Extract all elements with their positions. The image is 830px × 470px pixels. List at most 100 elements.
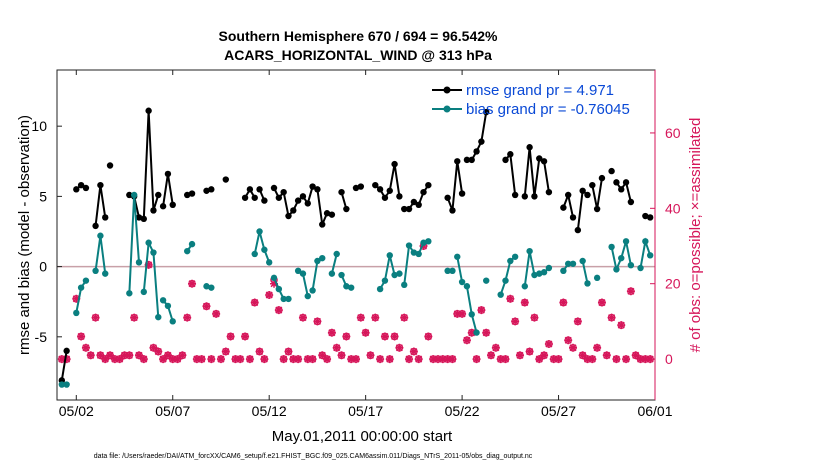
bias-point <box>627 261 635 269</box>
rmse-point <box>545 188 553 196</box>
bias-point <box>169 318 176 325</box>
bias-line-segment <box>142 239 160 318</box>
obs-assimilated-point <box>491 343 500 352</box>
obs-assimilated-point <box>443 355 452 364</box>
bias-point <box>270 274 278 282</box>
rmse-point <box>454 158 461 165</box>
bias-point <box>77 284 85 291</box>
bias-point <box>405 242 413 249</box>
obs-assimilated-point <box>424 332 433 341</box>
rmse-point <box>401 205 408 213</box>
obs-assimilated-point <box>207 355 216 364</box>
rmse-point <box>314 186 321 193</box>
rmse-point <box>526 144 533 151</box>
rmse-point <box>261 197 268 204</box>
obs-assimilated-point <box>260 355 269 364</box>
obs-assimilated-point <box>241 332 250 341</box>
bias-point <box>294 267 302 275</box>
bias-point <box>564 260 572 267</box>
bias-point <box>483 277 490 284</box>
obs-assimilated-point <box>342 332 351 341</box>
rmse-point <box>343 205 350 213</box>
bias-point <box>338 271 345 279</box>
rmse-point <box>280 188 287 196</box>
x-tick-label: 05/17 <box>348 403 383 419</box>
obs-assimilated-point <box>487 351 496 360</box>
rmse-point <box>241 194 249 201</box>
bias-point <box>265 259 273 266</box>
bias-point <box>275 285 283 293</box>
bias-point <box>608 243 615 251</box>
chart-title: Southern Hemisphere 670 / 694 = 96.542% <box>219 28 499 44</box>
obs-assimilated-point <box>419 242 428 251</box>
obs-assimilated-point <box>101 355 110 364</box>
bias-point <box>502 277 509 284</box>
y-tick-label: -5 <box>35 329 48 345</box>
rmse-point <box>328 211 336 218</box>
obs-assimilated-point <box>641 355 650 364</box>
rmse-point <box>323 210 331 217</box>
obs-assimilated-point <box>477 306 486 315</box>
bias-point <box>328 270 336 277</box>
rmse-point <box>396 193 403 200</box>
obs-assimilated-point <box>617 321 626 330</box>
rmse-point <box>208 186 215 193</box>
bias-point <box>140 288 148 296</box>
bias-point <box>637 264 644 272</box>
rmse-point <box>386 187 393 194</box>
obs-assimilated-point <box>236 355 245 364</box>
obs-assimilated-point <box>265 291 274 299</box>
obs-assimilated-point <box>173 355 182 364</box>
bias-line-segment <box>499 256 516 296</box>
obs-assimilated-point <box>626 287 635 296</box>
obs-assimilated-point <box>318 351 327 360</box>
rmse-point <box>159 203 167 210</box>
obs-assimilated-point <box>549 355 558 364</box>
legend-bias-label: bias grand pr = -0.76045 <box>466 101 630 118</box>
obs-assimilated-point <box>163 351 172 360</box>
rmse-point <box>598 174 606 182</box>
rmse-point <box>92 222 99 230</box>
rmse-point <box>391 160 398 168</box>
rmse-point <box>473 148 480 155</box>
x-tick-label: 05/12 <box>252 403 287 419</box>
bias-point <box>415 250 422 258</box>
obs-assimilated-point <box>578 351 587 360</box>
rmse-point <box>352 184 360 192</box>
obs-assimilated-point <box>221 347 230 356</box>
bias-point <box>401 281 408 289</box>
obs-assimilated-point <box>149 343 158 352</box>
rmse-point <box>540 158 548 165</box>
obs-assimilated-point <box>289 355 298 364</box>
bias-point <box>347 284 355 291</box>
obs-assimilated-point <box>554 355 563 364</box>
data-file-footnote: data file: /Users/raeder/DAI/ATM_forcXX/… <box>94 453 533 460</box>
rmse-point <box>622 179 630 186</box>
obs-assimilated-point <box>530 313 539 322</box>
bias-point <box>208 284 215 291</box>
obs-assimilated-point <box>139 355 148 364</box>
obs-assimilated-point <box>120 351 129 360</box>
bias-point <box>473 329 480 336</box>
obs-assimilated-point <box>298 313 307 322</box>
bias-point <box>579 257 586 265</box>
rmse-point <box>584 191 591 199</box>
bias-line-segment <box>581 260 589 284</box>
obs-assimilated-point <box>501 355 510 364</box>
legend-rmse-marker <box>443 86 451 94</box>
y2-tick-label: 0 <box>665 351 673 367</box>
x-tick-label: 05/27 <box>541 403 576 419</box>
obs-assimilated-point <box>216 355 225 364</box>
bias-point <box>314 257 321 265</box>
rmse-point <box>618 186 625 193</box>
rmse-point <box>381 194 389 201</box>
rmse-point <box>169 201 176 209</box>
bias-point <box>463 283 471 290</box>
y2-tick-label: 40 <box>665 200 681 216</box>
obs-assimilated-point <box>390 332 399 341</box>
obs-assimilated-point <box>569 343 578 352</box>
obs-assimilated-point <box>332 343 341 352</box>
bias-point <box>540 269 548 276</box>
obs-assimilated-point <box>467 328 476 337</box>
rmse-series <box>58 107 654 384</box>
